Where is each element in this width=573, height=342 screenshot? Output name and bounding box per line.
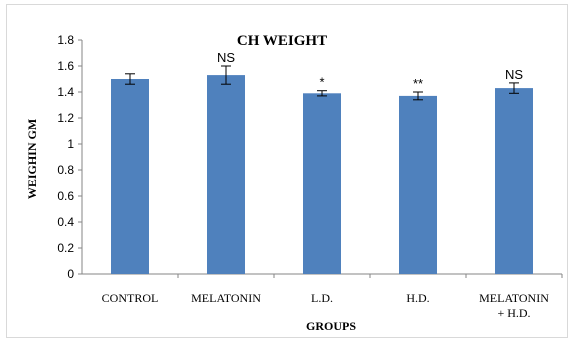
x-category-label: H.D. bbox=[406, 291, 429, 305]
x-category-label: MELATONIN bbox=[191, 291, 261, 305]
significance-label: NS bbox=[217, 50, 235, 65]
x-category-label: L.D. bbox=[311, 291, 333, 305]
y-tick-label: 0 bbox=[67, 267, 74, 281]
significance-label: ** bbox=[413, 76, 423, 91]
x-category-label: MELATONIN bbox=[479, 291, 549, 305]
y-tick-label: 0.8 bbox=[57, 163, 74, 177]
significance-label: NS bbox=[505, 67, 523, 82]
chart-area: CH WEIGHT WEIGHIN GM GROUPS 0 0.2 0.4 0.6 0.… bbox=[6, 4, 568, 338]
bar bbox=[495, 88, 533, 274]
bar bbox=[303, 93, 341, 274]
significance-label: * bbox=[319, 75, 324, 90]
y-tick-label: 1 bbox=[67, 137, 74, 151]
y-tick-label: 0.6 bbox=[57, 189, 74, 203]
y-tick-label: 0.2 bbox=[57, 241, 74, 255]
y-tick-label: 0.4 bbox=[57, 215, 74, 229]
bar bbox=[111, 79, 149, 274]
y-tick-label: 1.6 bbox=[57, 59, 74, 73]
x-axis-title: GROUPS bbox=[306, 319, 356, 333]
bar bbox=[399, 95, 437, 275]
x-category-label: + H.D. bbox=[497, 306, 530, 320]
bar bbox=[207, 75, 245, 274]
y-tick-label: 1.2 bbox=[57, 111, 74, 125]
y-tick-label: 1.8 bbox=[57, 33, 74, 47]
y-tick-label: 1.4 bbox=[57, 85, 74, 99]
y-axis-title: WEIGHIN GM bbox=[25, 119, 39, 199]
plot-area: 0 0.2 0.4 0.6 0.8 1 1.2 1.4 1.6 1.8 CONTROL NS MELAT… bbox=[57, 33, 563, 320]
chart-title: CH WEIGHT bbox=[237, 33, 327, 49]
bar-chart: CH WEIGHT WEIGHIN GM GROUPS 0 0.2 0.4 0.6 0.… bbox=[25, 33, 563, 333]
x-category-label: CONTROL bbox=[102, 291, 159, 305]
